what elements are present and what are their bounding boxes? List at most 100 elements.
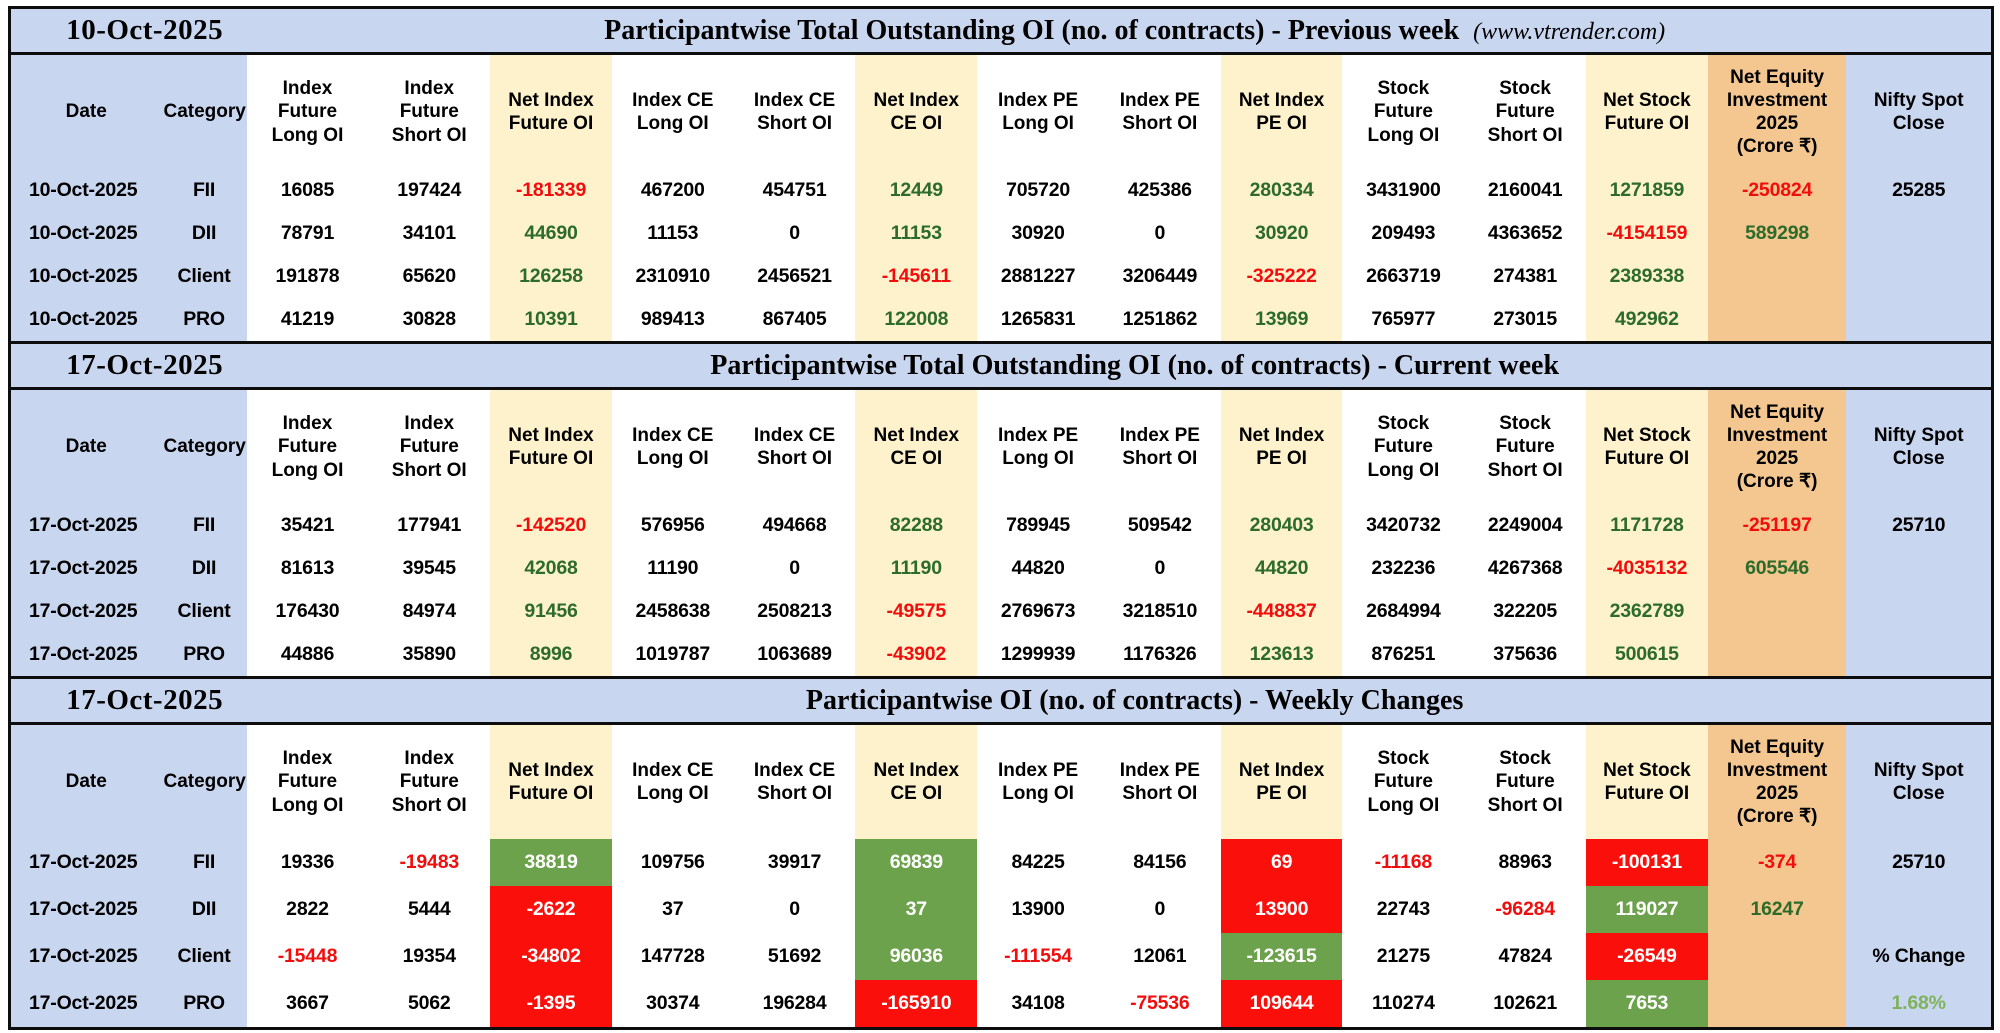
column-header: Net Stock Future OI — [1586, 725, 1708, 839]
value-cell: 69 — [1220, 839, 1343, 886]
value-cell: 84156 — [1098, 839, 1221, 886]
column-header: Net Index PE OI — [1220, 55, 1343, 169]
date-cell: 17-Oct-2025 — [11, 590, 162, 633]
value-cell: -19483 — [368, 839, 491, 886]
value-cell — [1707, 633, 1847, 676]
value-cell: -251197 — [1707, 504, 1847, 547]
value-cell: 1299939 — [977, 633, 1099, 676]
value-cell: 509542 — [1098, 504, 1221, 547]
oi-report-sheet: 10-Oct-2025 Participantwise Total Outstan… — [8, 6, 1994, 1030]
table-row: 17-Oct-2025 FII 19336 -19483 38819 109756 3991… — [11, 839, 1991, 886]
column-header: Nifty Spot Close — [1846, 725, 1991, 839]
value-cell: 2249004 — [1464, 504, 1587, 547]
table-row: 10-Oct-2025 DII 78791 34101 44690 11153 0 11153… — [11, 212, 1991, 255]
table-row: 17-Oct-2025 DII 81613 39545 42068 11190 0 11190… — [11, 547, 1991, 590]
column-header: Category — [161, 725, 247, 839]
value-cell: -325222 — [1220, 255, 1343, 298]
value-cell: 25710 — [1846, 839, 1991, 886]
category-cell: FII — [161, 169, 247, 212]
value-cell: 10391 — [490, 298, 612, 341]
date-cell: 17-Oct-2025 — [11, 633, 162, 676]
oi-data-grid: Date Category Index Future Long OI Index Fu… — [11, 390, 1991, 676]
value-cell: 3667 — [246, 980, 369, 1027]
value-cell: 2389338 — [1586, 255, 1708, 298]
column-header: Net Stock Future OI — [1586, 390, 1708, 504]
column-header: Date — [11, 55, 162, 169]
column-header: Net Index CE OI — [855, 55, 978, 169]
column-header: Category — [161, 55, 247, 169]
value-cell: 12061 — [1098, 933, 1221, 980]
column-header: Net Equity Investment 2025 (Crore ₹) — [1707, 55, 1847, 169]
value-cell: 3206449 — [1098, 255, 1221, 298]
column-header: Date — [11, 725, 162, 839]
date-cell: 17-Oct-2025 — [11, 980, 162, 1027]
value-cell: 25710 — [1846, 504, 1991, 547]
value-cell: 65620 — [368, 255, 491, 298]
value-cell: 197424 — [368, 169, 491, 212]
date-cell: 17-Oct-2025 — [11, 839, 162, 886]
value-cell — [1846, 298, 1991, 341]
value-cell — [1846, 633, 1991, 676]
category-cell: PRO — [161, 980, 247, 1027]
value-cell: 2310910 — [611, 255, 734, 298]
value-cell: 177941 — [368, 504, 491, 547]
value-cell: 39545 — [368, 547, 491, 590]
column-header: Index PE Short OI — [1098, 55, 1221, 169]
value-cell: 274381 — [1464, 255, 1587, 298]
value-cell: -49575 — [855, 590, 978, 633]
value-cell: 2458638 — [611, 590, 734, 633]
value-cell: 44820 — [1220, 547, 1343, 590]
value-cell: 30374 — [611, 980, 734, 1027]
column-header: Index CE Long OI — [611, 55, 734, 169]
value-cell: 37 — [611, 886, 734, 933]
value-cell: 4267368 — [1464, 547, 1587, 590]
column-header: Net Index Future OI — [490, 390, 612, 504]
oi-data-grid: Date Category Index Future Long OI Index Fu… — [11, 55, 1991, 341]
value-cell: 1171728 — [1586, 504, 1708, 547]
value-cell: 30920 — [977, 212, 1099, 255]
section-date: 17-Oct-2025 — [66, 684, 224, 716]
category-cell: DII — [161, 547, 247, 590]
column-header: Index Future Long OI — [246, 390, 369, 504]
value-cell: -75536 — [1098, 980, 1221, 1027]
oi-table-weekly-changes: 17-Oct-2025 Participantwise OI (no. of co… — [11, 676, 1991, 1027]
column-header: Stock Future Short OI — [1464, 725, 1587, 839]
value-cell: 2456521 — [733, 255, 856, 298]
value-cell: 209493 — [1342, 212, 1465, 255]
value-cell: 2822 — [246, 886, 369, 933]
column-header: Nifty Spot Close — [1846, 390, 1991, 504]
column-header: Stock Future Short OI — [1464, 390, 1587, 504]
value-cell: -4035132 — [1586, 547, 1708, 590]
value-cell: 576956 — [611, 504, 734, 547]
column-header: Net Equity Investment 2025 (Crore ₹) — [1707, 390, 1847, 504]
value-cell: 1.68% — [1846, 980, 1991, 1027]
value-cell: -165910 — [855, 980, 978, 1027]
value-cell: 19354 — [368, 933, 491, 980]
section-header: 17-Oct-2025 Participantwise OI (no. of co… — [11, 679, 1991, 725]
value-cell: 102621 — [1464, 980, 1587, 1027]
value-cell: 1063689 — [733, 633, 856, 676]
value-cell: 147728 — [611, 933, 734, 980]
value-cell: 82288 — [855, 504, 978, 547]
category-cell: FII — [161, 839, 247, 886]
value-cell: 1265831 — [977, 298, 1099, 341]
table-row: 17-Oct-2025 FII 35421 177941 -142520 576956 49… — [11, 504, 1991, 547]
value-cell: 2769673 — [977, 590, 1099, 633]
value-cell — [1846, 590, 1991, 633]
value-cell: 34108 — [977, 980, 1099, 1027]
value-cell: -374 — [1707, 839, 1847, 886]
value-cell: 126258 — [490, 255, 612, 298]
value-cell: 11190 — [855, 547, 978, 590]
value-cell: 91456 — [490, 590, 612, 633]
column-header: Net Index Future OI — [490, 725, 612, 839]
value-cell: 322205 — [1464, 590, 1587, 633]
date-cell: 10-Oct-2025 — [11, 212, 162, 255]
value-cell: 1019787 — [611, 633, 734, 676]
value-cell: 35421 — [246, 504, 369, 547]
value-cell: 2362789 — [1586, 590, 1708, 633]
value-cell: 0 — [1098, 886, 1221, 933]
value-cell: 13969 — [1220, 298, 1343, 341]
value-cell: 38819 — [490, 839, 612, 886]
category-cell: Client — [161, 255, 247, 298]
section-header: 10-Oct-2025 Participantwise Total Outstan… — [11, 9, 1991, 55]
